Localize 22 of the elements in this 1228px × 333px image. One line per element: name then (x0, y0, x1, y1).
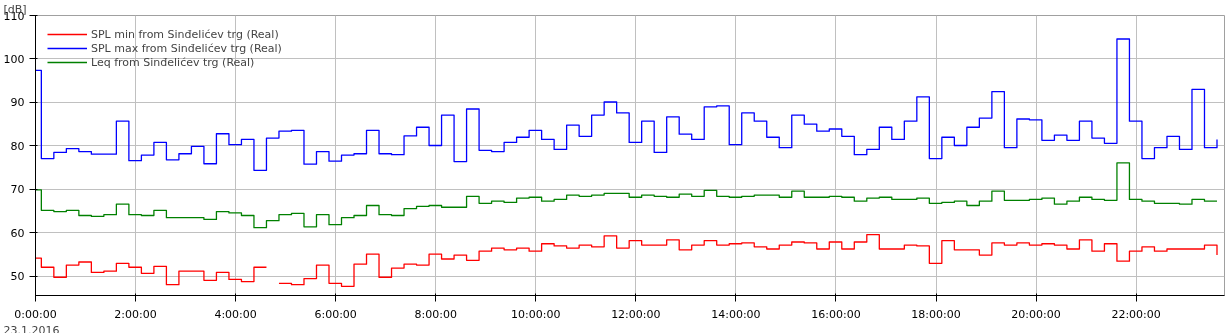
x-tick-label: 22:00:00 (1111, 307, 1161, 321)
y-tick-label: 90 (10, 96, 25, 110)
y-tick-label: 70 (10, 183, 25, 197)
x-tick-label: 10:00:00 (511, 307, 561, 321)
legend-label: SPL max from Sinđelićev trg (Real) (91, 41, 282, 55)
x-tick-label: 4:00:00 (214, 307, 257, 321)
x-tick-label: 14:00:00 (711, 307, 761, 321)
x-tick-label: 12:00:00 (611, 307, 661, 321)
legend-label: Leq from Sinđelićev trg (Real) (91, 55, 255, 69)
y-tick-label: 50 (10, 270, 25, 284)
x-tick-label: 20:00:00 (1011, 307, 1061, 321)
y-tick-label: 100 (3, 52, 25, 66)
legend-label: SPL min from Sinđelićev trg (Real) (91, 27, 279, 41)
x-tick-label: 8:00:00 (414, 307, 457, 321)
x-tick-label: 18:00:00 (911, 307, 961, 321)
x-tick-label: 16:00:00 (811, 307, 861, 321)
text: 23.1.2016 (3, 323, 60, 333)
x-tick-label: 0:00:00 (14, 307, 57, 321)
x-tick-label: 6:00:00 (314, 307, 357, 321)
y-tick-label: 60 (10, 226, 25, 240)
x-tick-label: 2:00:00 (114, 307, 157, 321)
y-tick-label: 80 (10, 139, 25, 153)
